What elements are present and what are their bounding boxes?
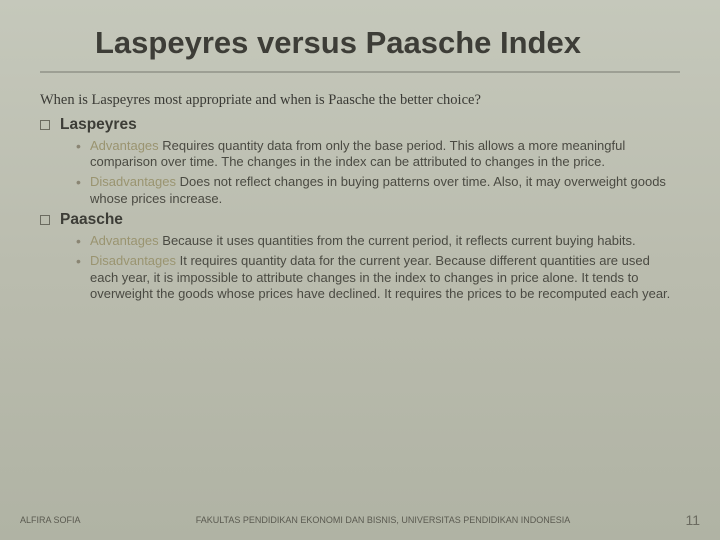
advantage-label: Advantages [90,138,159,153]
section-laspeyres-header: Laspeyres [40,116,680,134]
laspeyres-advantage: Advantages Requires quantity data from o… [76,138,680,171]
slide-title: Laspeyres versus Paasche Index [40,25,680,73]
slide-container: Laspeyres versus Paasche Index When is L… [0,0,720,540]
disadvantage-text: It requires quantity data for the curren… [90,253,670,301]
disadvantage-label: Disadvantages [90,174,176,189]
section-paasche-header: Paasche [40,211,680,229]
advantage-label: Advantages [90,233,159,248]
paasche-disadvantage: Disadvantages It requires quantity data … [76,253,680,303]
section-paasche-name: Paasche [60,211,123,229]
footer-author: ALFIRA SOFIA [20,515,81,525]
paasche-advantage: Advantages Because it uses quantities fr… [76,233,680,250]
paasche-bullets: Advantages Because it uses quantities fr… [40,233,680,303]
section-laspeyres-name: Laspeyres [60,116,137,134]
advantage-text: Because it uses quantities from the curr… [159,233,636,248]
disadvantage-text: Does not reflect changes in buying patte… [90,174,666,206]
square-bullet-icon [40,120,50,130]
laspeyres-bullets: Advantages Requires quantity data from o… [40,138,680,208]
square-bullet-icon [40,215,50,225]
disadvantage-label: Disadvantages [90,253,176,268]
intro-text: When is Laspeyres most appropriate and w… [40,91,680,110]
page-number: 11 [685,512,700,528]
footer: ALFIRA SOFIA FAKULTAS PENDIDIKAN EKONOMI… [0,512,720,528]
advantage-text: Requires quantity data from only the bas… [90,138,625,170]
footer-institution: FAKULTAS PENDIDIKAN EKONOMI DAN BISNIS, … [81,515,686,525]
laspeyres-disadvantage: Disadvantages Does not reflect changes i… [76,174,680,207]
